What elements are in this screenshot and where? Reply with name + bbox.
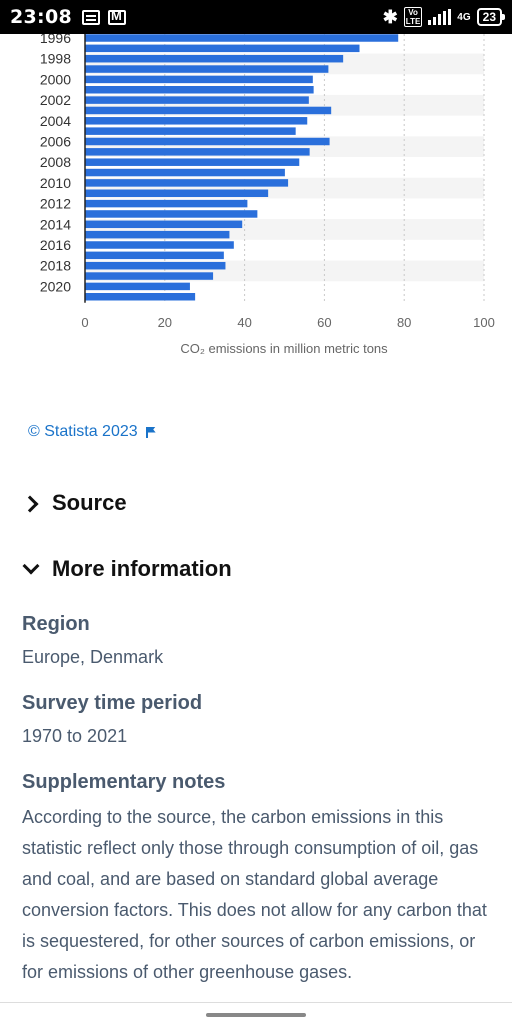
bluetooth-icon: ✱ (382, 6, 398, 27)
x-tick-label: 100 (473, 315, 495, 330)
x-tick-label: 40 (237, 315, 251, 330)
notification-doc-icon (81, 9, 100, 25)
bar-2021 (85, 293, 196, 301)
y-tick-label: 2012 (40, 196, 71, 212)
copyright-text[interactable]: © Statista 2023 (28, 423, 138, 440)
y-tick-label: 1998 (40, 51, 71, 67)
bar-2014 (85, 220, 243, 229)
network-type: 4G (457, 11, 471, 23)
survey-period-label: Survey time period (22, 692, 203, 714)
bar-2006 (85, 137, 330, 146)
bar-2017 (85, 251, 224, 260)
bar-2010 (85, 179, 289, 187)
y-tick-label: 2010 (40, 175, 71, 191)
source-label: Source (52, 490, 127, 515)
emissions-chart: 1996 1998 2000 2002 2004 2006 2008 2010 2012 2014… (0, 34, 512, 364)
chevron-down-icon (22, 560, 40, 578)
bar-2012 (85, 199, 248, 208)
x-tick-label: 60 (317, 315, 331, 330)
bar-2003 (85, 106, 332, 115)
y-tick-label: 2018 (40, 258, 71, 274)
gmail-icon (107, 8, 126, 25)
region-label: Region (22, 613, 90, 635)
y-tick-label: 2014 (40, 216, 71, 232)
bar-1998 (85, 54, 344, 63)
bar-2002 (85, 96, 309, 104)
y-tick-label: 2008 (40, 154, 71, 170)
bar-2004 (85, 117, 308, 125)
supplementary-notes-text: According to the source, the carbon emis… (22, 807, 487, 982)
bar-1996 (85, 34, 399, 42)
y-tick-label: 2006 (40, 134, 71, 150)
x-tick-label: 0 (81, 315, 88, 330)
bar-2009 (85, 168, 285, 177)
bar-2011 (85, 189, 269, 197)
survey-period-value: 1970 to 2021 (22, 726, 128, 746)
y-tick-label: 2016 (40, 237, 71, 253)
y-tick-label: 2020 (40, 278, 71, 294)
bar-2005 (85, 127, 296, 135)
y-tick-label: 2004 (40, 113, 71, 129)
source-toggle[interactable]: Source (22, 490, 127, 516)
chevron-right-icon (22, 494, 40, 512)
bar-2013 (85, 210, 258, 218)
battery-icon: 23 (476, 8, 506, 26)
x-tick-label: 20 (158, 315, 172, 330)
region-value: Europe, Denmark (22, 647, 164, 667)
x-tick-label: 80 (397, 315, 411, 330)
nav-divider (0, 1002, 512, 1003)
x-axis-label: CO₂ emissions in million metric tons (180, 341, 388, 356)
y-tick-label: 2000 (40, 71, 71, 87)
bar-2001 (85, 86, 314, 94)
supplementary-notes-label: Supplementary notes (22, 771, 226, 793)
signal-icon (428, 9, 452, 25)
more-information-toggle[interactable]: More information (22, 556, 232, 582)
bar-1999 (85, 65, 329, 73)
bar-2018 (85, 261, 226, 270)
volte-icon: Vo LTE (403, 7, 423, 27)
y-tick-label: 1996 (40, 34, 71, 46)
home-indicator[interactable] (206, 1013, 306, 1017)
more-information-label: More information (52, 556, 232, 581)
bar-2019 (85, 272, 214, 280)
bar-1997 (85, 44, 360, 53)
bar-2007 (85, 148, 310, 156)
bar-2008 (85, 158, 300, 166)
bar-2016 (85, 241, 234, 249)
bar-2015 (85, 230, 230, 239)
y-tick-label: 2002 (40, 92, 71, 108)
status-time: 23:08 (10, 6, 72, 28)
statista-copyright[interactable]: © Statista 2023 (28, 423, 156, 441)
bar-chart-svg: 1996 1998 2000 2002 2004 2006 2008 2010 2012 2014… (40, 34, 495, 356)
bar-2020 (85, 282, 190, 291)
flag-icon[interactable] (145, 426, 156, 438)
bar-2000 (85, 75, 313, 84)
